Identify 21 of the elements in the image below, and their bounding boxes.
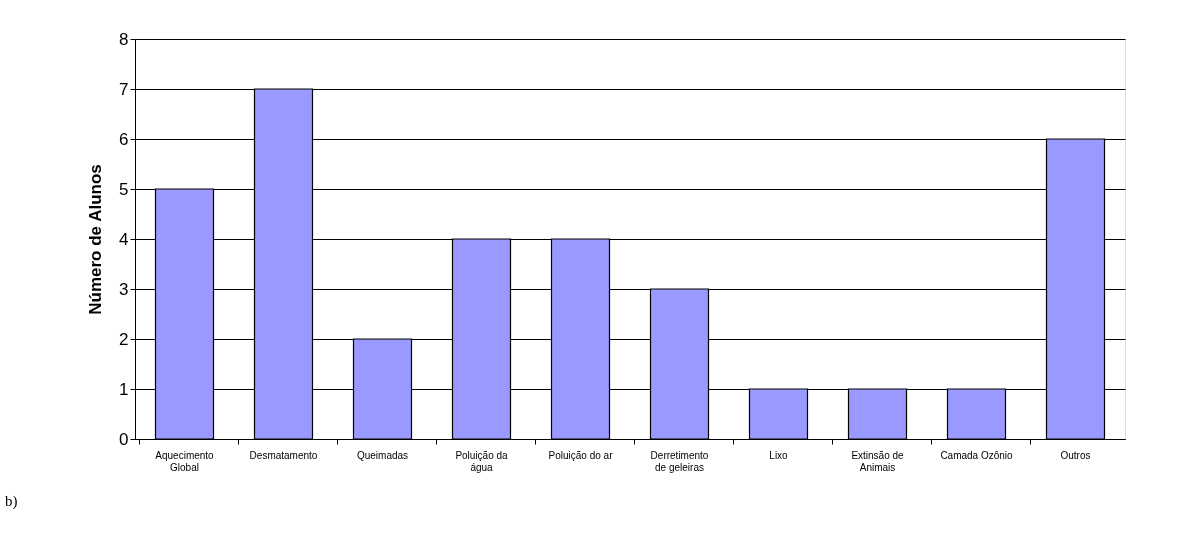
y-tick-label: 4 [119, 229, 129, 249]
x-tick-label: Derretimento de geleiras [650, 449, 709, 473]
y-tick-label: 3 [119, 279, 129, 299]
y-tick-label: 2 [119, 329, 129, 349]
y-axis-title: Número de Alunos [86, 164, 106, 315]
x-tick-label: Outros [1060, 449, 1091, 461]
x-tick-label: Lixo [769, 449, 789, 461]
y-tick-label: 1 [119, 379, 129, 399]
y-tick-label: 7 [119, 79, 129, 99]
x-tick-label: Extinsão de Animais [851, 449, 905, 473]
x-tick-label: Poluição do ar [548, 449, 614, 461]
x-tick-label: Camada Ozônio [940, 449, 1014, 461]
x-tick-label: Desmatamento [249, 449, 318, 461]
y-tick-label: 5 [119, 179, 129, 199]
y-tick-label: 6 [119, 129, 129, 149]
y-tick-label: 0 [119, 429, 129, 449]
x-tick-label: Queimadas [356, 449, 409, 461]
y-tick-label: 8 [119, 29, 129, 49]
text: b) [5, 493, 18, 510]
x-tick-label: Aquecimento Global [155, 449, 215, 473]
x-tick-label: Poluição da água [455, 449, 509, 473]
